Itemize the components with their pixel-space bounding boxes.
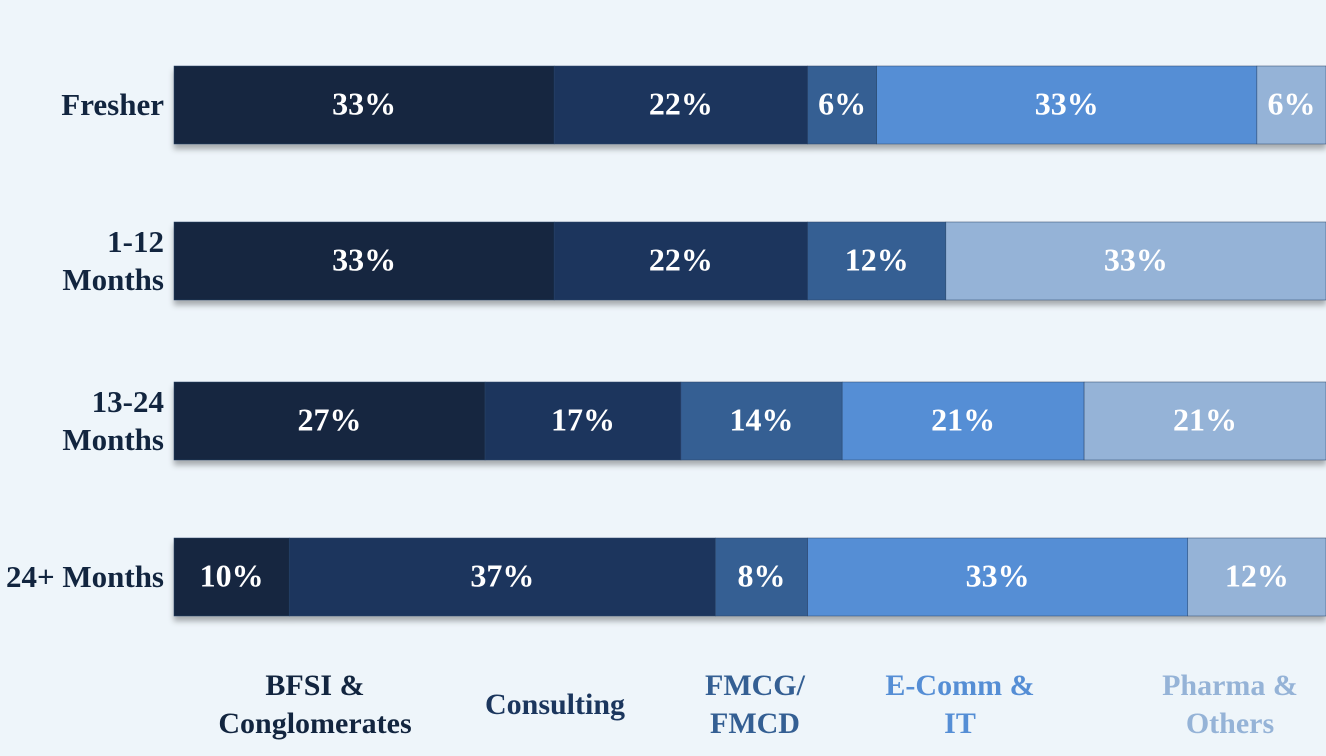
data-label: 17% <box>551 401 615 437</box>
bar-segment <box>945 221 1326 301</box>
bar-segment <box>553 65 808 145</box>
bar-segment <box>288 537 716 617</box>
data-label: 22% <box>649 241 713 277</box>
bar-segment <box>553 221 808 301</box>
category-label: Fresher <box>61 87 164 122</box>
bar-row <box>173 537 1326 617</box>
bar-segment <box>484 381 682 461</box>
legend-entry: Consulting <box>484 688 626 721</box>
data-label: 8% <box>738 557 786 593</box>
data-label: 14% <box>730 401 794 437</box>
data-label: 21% <box>931 401 995 437</box>
bar-segment <box>173 537 290 617</box>
bar-segment <box>876 65 1258 145</box>
bar-segment <box>1083 381 1326 461</box>
data-label: 12% <box>845 241 909 277</box>
data-label: 6% <box>1267 85 1315 121</box>
bar-segment <box>807 537 1189 617</box>
data-label: 33% <box>332 241 396 277</box>
data-label: 33% <box>1104 241 1168 277</box>
bar-segment <box>173 65 555 145</box>
data-label: 22% <box>649 85 713 121</box>
bar-segment <box>1256 65 1326 145</box>
bar-row <box>173 381 1326 461</box>
data-label: 33% <box>1035 85 1099 121</box>
data-label: 12% <box>1225 557 1289 593</box>
legend-entry: BFSI & Conglomerates <box>218 669 412 740</box>
data-label: 33% <box>966 557 1030 593</box>
bar-segment <box>173 381 486 461</box>
legend-entry: E-Comm & IT <box>885 669 1035 740</box>
category-label: 24+ Months <box>5 559 164 594</box>
data-label: 37% <box>470 557 534 593</box>
category-label: 1-12 Months <box>62 224 164 297</box>
data-label: 27% <box>298 401 362 437</box>
data-label: 33% <box>332 85 396 121</box>
bar-segment <box>715 537 808 617</box>
bar-segment <box>807 221 947 301</box>
data-label: 6% <box>818 85 866 121</box>
data-label: 10% <box>200 557 264 593</box>
legend-entry: FMCG/ FMCD <box>705 669 805 740</box>
bar-segment <box>841 381 1085 461</box>
legend-entry: Pharma & Others <box>1162 669 1298 740</box>
category-label: 13-24 Months <box>62 384 164 457</box>
bar-segment <box>807 65 877 145</box>
bar-segment <box>1187 537 1326 617</box>
bar-segment <box>173 221 555 301</box>
data-label: 21% <box>1173 401 1237 437</box>
bar-row <box>173 65 1326 145</box>
bar-row <box>173 221 1326 301</box>
